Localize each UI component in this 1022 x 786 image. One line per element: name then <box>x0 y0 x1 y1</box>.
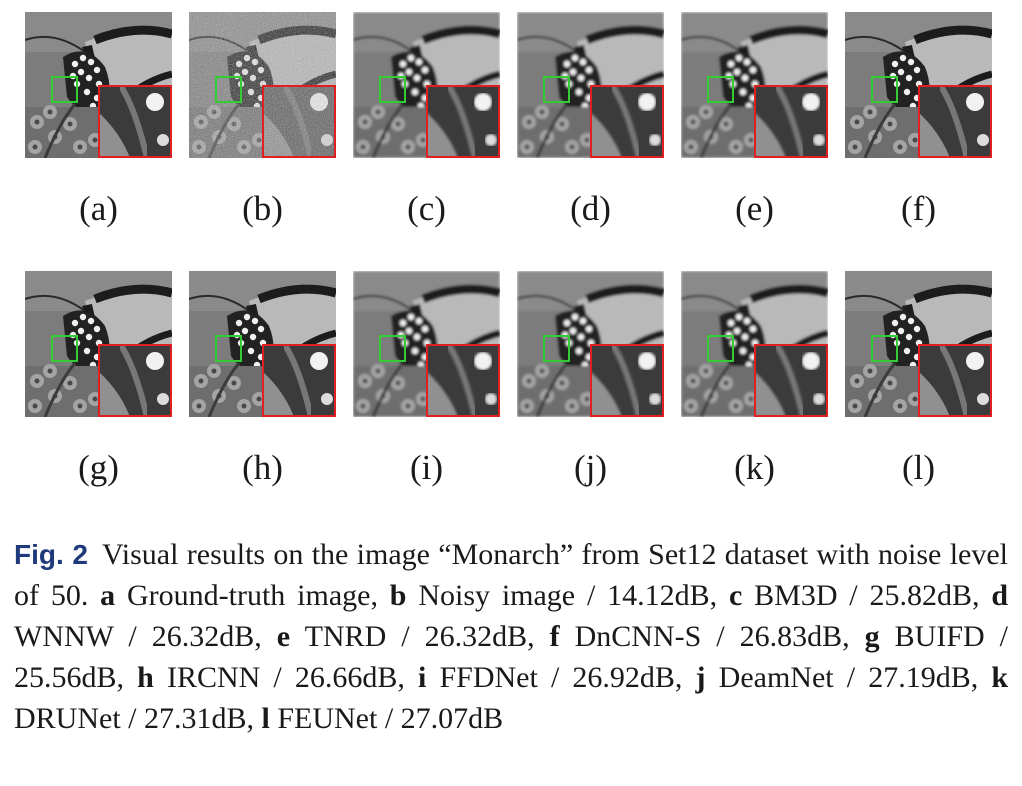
panel-image <box>517 271 664 417</box>
panel-label: (i) <box>409 448 444 487</box>
caption-item-text: DeamNet / 27.19dB, <box>705 661 979 694</box>
caption-item-letter: h <box>124 661 154 694</box>
panel-label: (l) <box>901 448 936 487</box>
panel-label: (f) <box>901 189 936 228</box>
caption-item-text: IRCNN / 26.66dB, <box>153 661 405 694</box>
panel-label: (c) <box>407 189 446 228</box>
caption-item-text: Ground-truth image, <box>115 579 378 612</box>
zoom-region-box <box>871 76 898 103</box>
caption-item-text: FEUNet / 27.07dB <box>269 702 504 735</box>
caption-item-text: DnCNN-S / 26.83dB, <box>559 620 850 653</box>
panel-image <box>189 12 336 158</box>
zoom-inset-border <box>590 85 664 158</box>
caption-item-text: WNNW / 26.32dB, <box>14 620 262 653</box>
caption-item-letter: b <box>377 579 407 612</box>
caption-item-text: BUIFD / 25.56dB, <box>14 620 1009 694</box>
zoom-region-box <box>51 335 78 362</box>
panel-image <box>353 271 500 417</box>
caption-item-text: FFDNet / 26.92dB, <box>426 661 683 694</box>
figure-caption: Fig. 2 Visual results on the image “Monar… <box>14 534 1008 739</box>
caption-item-letter: k <box>978 661 1009 694</box>
panel-image <box>25 12 172 158</box>
caption-item-text: BM3D / 25.82dB, <box>742 579 980 612</box>
figure-label: Fig. 2 <box>14 539 88 570</box>
panel-label: (g) <box>78 448 119 487</box>
caption-item-text: TNRD / 26.32dB, <box>290 620 535 653</box>
panel-image <box>845 12 992 158</box>
panel-label: (a) <box>79 189 118 228</box>
panel-label: (k) <box>734 448 775 487</box>
panel-image <box>517 12 664 158</box>
caption-intro: Visual results on the image “Monarch” fr… <box>14 538 1008 612</box>
zoom-region-box <box>707 76 734 103</box>
caption-item-text: Noisy image / 14.12dB, <box>406 579 718 612</box>
zoom-region-box <box>871 335 898 362</box>
caption-item-letter: l <box>254 702 270 735</box>
zoom-inset-border <box>590 344 664 417</box>
zoom-region-box <box>707 335 734 362</box>
zoom-inset-border <box>262 85 336 158</box>
panel-image <box>25 271 172 417</box>
zoom-inset-border <box>98 344 172 417</box>
caption-item-letter: g <box>849 620 880 653</box>
zoom-region-box <box>543 76 570 103</box>
caption-item-letter: e <box>261 620 291 653</box>
panel-image <box>681 271 828 417</box>
panel-label: (b) <box>242 189 283 228</box>
zoom-inset-border <box>262 344 336 417</box>
panel-label: (d) <box>570 189 611 228</box>
zoom-region-box <box>543 335 570 362</box>
caption-items: a Ground-truth image, b Noisy image / 14… <box>14 579 1008 735</box>
panel-label: (j) <box>573 448 608 487</box>
zoom-region-box <box>215 335 242 362</box>
zoom-inset-border <box>754 344 828 417</box>
caption-item-letter: f <box>534 620 560 653</box>
caption-item-letter: d <box>979 579 1009 612</box>
zoom-inset-border <box>754 85 828 158</box>
zoom-inset-border <box>426 85 500 158</box>
panel-image <box>845 271 992 417</box>
zoom-region-box <box>379 76 406 103</box>
zoom-inset-border <box>426 344 500 417</box>
panel-image <box>353 12 500 158</box>
panel-image <box>189 271 336 417</box>
zoom-inset-border <box>918 344 992 417</box>
zoom-inset-border <box>98 85 172 158</box>
zoom-region-box <box>379 335 406 362</box>
caption-item-letter: j <box>682 661 706 694</box>
zoom-region-box <box>215 76 242 103</box>
panel-image <box>681 12 828 158</box>
panel-label: (e) <box>735 189 774 228</box>
caption-item-letter: i <box>404 661 427 694</box>
caption-item-text: DRUNet / 27.31dB, <box>14 702 254 735</box>
zoom-inset-border <box>918 85 992 158</box>
zoom-region-box <box>51 76 78 103</box>
caption-item-letter: a <box>100 579 116 612</box>
panel-label: (h) <box>242 448 283 487</box>
caption-item-letter: c <box>717 579 743 612</box>
